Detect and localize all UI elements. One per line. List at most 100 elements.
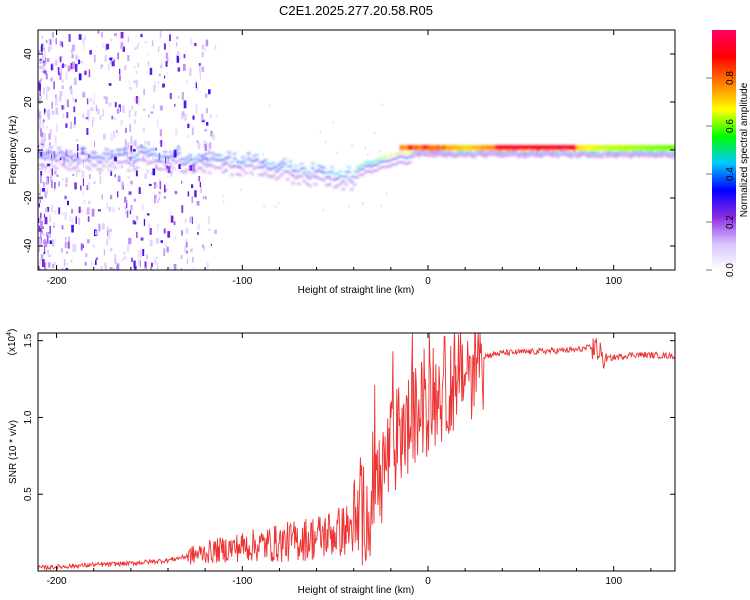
- spectrogram-speckle: [205, 108, 208, 114]
- spectrogram-speckle: [153, 259, 157, 265]
- spectrogram-cell: [155, 167, 159, 169]
- spectrogram-speckle: [210, 130, 213, 137]
- spectrogram-speckle: [155, 184, 158, 188]
- spectrogram-cell: [60, 164, 64, 165]
- spectrogram-speckle: [149, 240, 153, 247]
- spectrogram-speckle: [154, 80, 156, 89]
- spectrogram-cell: [455, 150, 460, 152]
- spectrogram-speckle: [156, 238, 159, 244]
- spectrogram-core: [431, 145, 435, 150]
- spectrogram-speckle: [106, 226, 109, 232]
- spectrogram-cell: [572, 150, 577, 152]
- spectrogram-core: [515, 145, 518, 150]
- spectrogram-speckle: [56, 174, 59, 177]
- spectrogram-speckle: [74, 182, 77, 190]
- spectrogram-speckle: [50, 64, 53, 71]
- spectrogram-speckle: [214, 229, 217, 234]
- spectrogram-cell: [467, 154, 471, 155]
- spectrogram-core: [413, 145, 416, 150]
- spectrogram-cell: [299, 163, 304, 165]
- spectrogram-speckle: [181, 180, 183, 184]
- spectrogram-cell: [260, 166, 265, 168]
- spectrogram-cell: [149, 149, 153, 150]
- spectrogram-cell: [567, 155, 571, 157]
- spectrogram-cell: [280, 161, 284, 163]
- spectrogram-cell: [166, 169, 170, 171]
- spectrogram-cell: [347, 179, 351, 180]
- spectrogram-speckle: [110, 137, 113, 142]
- spectrogram-cell: [260, 162, 265, 164]
- spectrogram-speckle: [92, 244, 96, 248]
- spectrogram-cell: [168, 151, 173, 153]
- spectrogram-speckle: [48, 233, 52, 238]
- spectrogram-cell: [659, 152, 663, 154]
- spectrogram-cell: [533, 150, 538, 152]
- spectrogram-speckle: [54, 135, 57, 142]
- spectrogram-cell: [344, 183, 348, 185]
- spectrogram-speckle: [130, 180, 133, 185]
- spectrogram-cell: [65, 168, 70, 170]
- spectrogram-core: [442, 145, 446, 150]
- spectrogram-cell: [439, 149, 443, 151]
- spectrogram-speckle: [48, 46, 51, 53]
- spectrogram-cell: [255, 154, 259, 156]
- spectrogram-speckle: [41, 132, 44, 138]
- spectrogram-cell: [656, 155, 660, 157]
- spectrogram-speckle: [147, 51, 149, 56]
- spectrogram-core: [441, 145, 444, 150]
- spectrogram-speckle: [38, 98, 42, 104]
- spectrogram-cell: [606, 151, 610, 152]
- spectrogram-core: [595, 145, 598, 150]
- spectrogram-speckle: [159, 129, 163, 137]
- spectrogram-cell: [99, 156, 103, 158]
- spectrogram-speckle: [41, 36, 44, 39]
- spectrogram-speckle: [159, 194, 161, 198]
- spectrogram-speckle: [155, 164, 158, 168]
- spectrogram-cell: [74, 159, 78, 161]
- spectrogram-cell: [333, 179, 337, 181]
- spectrogram-speckle: [204, 47, 207, 52]
- spectrogram-speckle: [71, 54, 74, 59]
- spectrogram-speckle: [40, 136, 44, 144]
- spectrogram-speckle: [144, 140, 147, 145]
- spectrogram-speckle: [106, 43, 110, 50]
- spectrogram-speckle: [137, 63, 140, 68]
- spectrogram-core: [650, 145, 654, 150]
- spectrogram-speckle: [38, 260, 42, 265]
- spectrogram-speckle: [45, 241, 48, 248]
- spectrogram-speckle: [51, 32, 55, 38]
- spectrogram-speckle: [108, 63, 110, 71]
- spectrogram-cell: [233, 158, 237, 160]
- spectrogram-cell: [127, 162, 131, 164]
- spectrogram-core: [429, 145, 433, 150]
- spectrogram-cell: [188, 159, 192, 161]
- spectrogram-cell: [322, 179, 326, 181]
- spectrogram-speckle: [274, 205, 277, 208]
- spectrogram-cell: [391, 154, 396, 156]
- spectrogram-cell: [338, 170, 343, 172]
- spectrogram-core: [610, 145, 613, 150]
- spectrogram-speckle: [38, 145, 40, 148]
- spectrogram-speckle: [47, 86, 50, 91]
- spectrogram-core: [533, 145, 537, 150]
- spectrogram-cell: [386, 157, 390, 158]
- spectrogram-cell: [383, 166, 387, 168]
- spectrogram-cell: [363, 162, 368, 164]
- spectrogram-core: [584, 145, 587, 150]
- spectrogram-xtick-label: -200: [47, 276, 67, 287]
- spectrogram-speckle: [42, 62, 45, 71]
- spectrogram-speckle: [114, 102, 117, 108]
- spectrogram-core: [576, 145, 579, 150]
- spectrogram-core: [606, 145, 609, 150]
- spectrogram-cell: [233, 165, 237, 167]
- spectrogram-cell: [653, 151, 657, 153]
- spectrogram-cell: [645, 150, 649, 152]
- spectrogram-cell: [277, 164, 281, 166]
- spectrogram-speckle: [40, 212, 42, 218]
- spectrogram-speckle: [191, 127, 194, 136]
- spectrogram-speckle: [198, 176, 201, 182]
- spectrogram-cell: [230, 174, 234, 176]
- spectrogram-cell: [110, 163, 114, 165]
- spectrogram-speckle: [61, 225, 64, 228]
